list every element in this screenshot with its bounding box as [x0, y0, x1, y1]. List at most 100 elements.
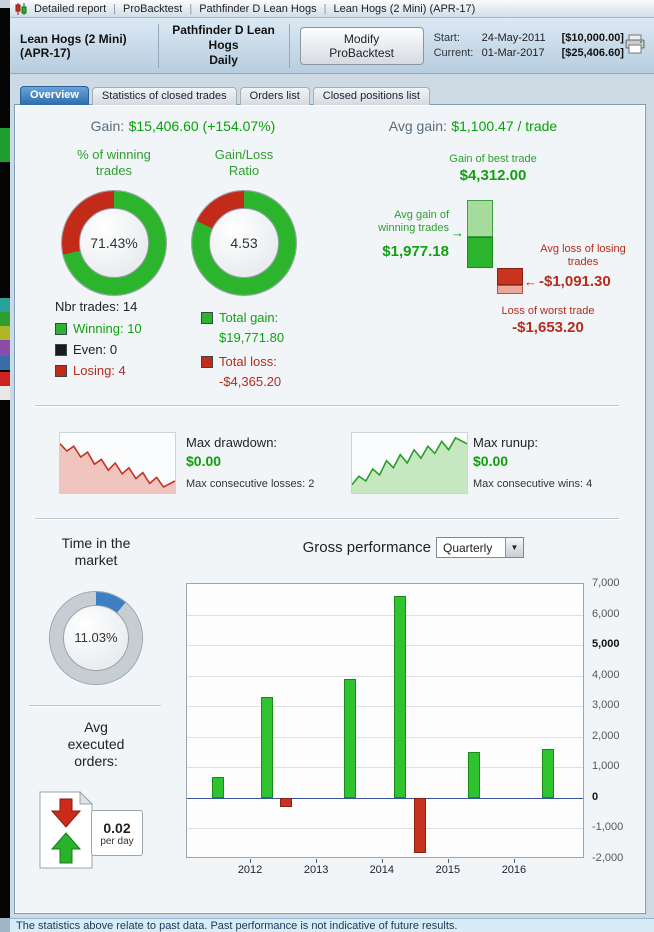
backtest-dates: Start: 24-May-2011 [$10,000.00] Current:…: [434, 32, 624, 59]
avg-executed-orders-title: Avg executed orders:: [67, 719, 125, 769]
y-axis-label: 1,000: [592, 760, 620, 773]
y-axis-labels: 7,000 6,000 5,000 4,000 3,000 2,000 1,000 0 -1,0…: [590, 577, 636, 864]
section-divider: [29, 705, 161, 706]
titlebar-item-instrument: Lean Hogs (2 Mini) (APR-17): [333, 2, 476, 15]
worst-trade-label: Loss of worst trade: [501, 305, 595, 317]
max-runup-value: $0.00: [473, 453, 509, 469]
modify-probacktest-button[interactable]: Modify ProBacktest: [299, 26, 424, 65]
avg-win-value: $1,977.18: [382, 243, 449, 260]
overview-panel: Gain: $15,406.60 (+154.07%) Avg gain: $1…: [14, 104, 646, 914]
legend-losing: Losing: 4: [55, 363, 126, 378]
donut-hole: 71.43%: [78, 207, 150, 279]
chevron-down-icon[interactable]: ▼: [505, 538, 523, 557]
losing-label: Losing: 4: [73, 363, 126, 378]
even-label: Even: 0: [73, 342, 118, 357]
titlebar-item-report: Detailed report: [34, 2, 107, 15]
zero-line: [187, 797, 583, 799]
orders-per-day-value: 0.02: [103, 819, 131, 836]
strategy-name: Pathfinder D Lean Hogs: [172, 23, 275, 52]
losing-swatch: [55, 364, 67, 377]
max-consecutive-losses: Max consecutive losses: 2: [186, 478, 315, 490]
winning-trades-donut: 71.43%: [62, 191, 166, 295]
time-in-market-title: Time in the market: [61, 535, 131, 568]
nbr-trades: Nbr trades: 14: [55, 299, 138, 314]
y-axis-label: 6,000: [592, 607, 620, 620]
winning-trades-percentage: 71.43%: [90, 234, 138, 251]
tab-overview[interactable]: Overview: [20, 86, 89, 105]
x-axis-label: 2012: [237, 864, 263, 876]
status-bar: The statistics above relate to past data…: [10, 918, 654, 932]
donut-hole: 11.03%: [62, 604, 130, 672]
gain-loss-ratio-value: 4.53: [230, 234, 258, 251]
titlebar-item-probacktest: ProBacktest: [123, 2, 183, 15]
x-axis-tick: [447, 859, 449, 863]
tab-closed-positions-list[interactable]: Closed positions list: [312, 87, 430, 105]
total-gain-swatch: [201, 311, 213, 324]
start-amount: [$10,000.00]: [561, 32, 624, 44]
orders-arrows-icon: [39, 790, 94, 874]
background-fragment: [0, 340, 10, 356]
strategy-timeframe: Daily: [209, 53, 238, 67]
performance-bar: [541, 749, 554, 798]
section-divider: [35, 518, 619, 519]
tab-statistics-of-closed-trades[interactable]: Statistics of closed trades: [91, 87, 237, 105]
total-gain-row: Total gain:: [201, 310, 278, 325]
performance-bar: [467, 752, 480, 798]
current-amount: [$25,406.60]: [561, 47, 624, 59]
gridline: [187, 706, 583, 708]
background-fragment: [0, 386, 10, 400]
performance-bar: [212, 776, 225, 798]
avg-gain-value: $1,100.47 / trade: [451, 118, 558, 134]
x-axis-label: 2013: [303, 864, 329, 876]
x-axis: 2012 2013 2014 2015 2016: [186, 859, 584, 877]
background-fragment: [0, 0, 10, 8]
total-loss-swatch: [201, 355, 213, 368]
gain-value: $15,406.60 (+154.07%): [128, 118, 276, 134]
avg-win-label: Avg gain of winning trades: [378, 209, 449, 234]
time-in-market-donut: 11.03%: [50, 592, 142, 684]
gain-label: Gain:: [90, 118, 125, 134]
x-axis-tick: [250, 859, 252, 863]
candlestick-icon: [15, 2, 27, 15]
even-swatch: [55, 343, 67, 356]
x-axis-tick: [316, 859, 318, 863]
x-axis-label: 2015: [435, 864, 461, 876]
gridline: [187, 828, 583, 830]
titlebar-separator: |: [323, 2, 327, 15]
background-fragment: [0, 312, 10, 326]
y-axis-label: 7,000: [592, 577, 620, 589]
x-axis-tick: [513, 859, 515, 863]
tab-bar: Overview Statistics of closed trades Ord…: [20, 86, 430, 105]
drawdown-sparkline: [59, 432, 176, 494]
winning-swatch: [55, 322, 67, 335]
titlebar-item-strategy: Pathfinder D Lean Hogs: [199, 2, 317, 15]
gridline: [187, 645, 583, 647]
background-fragment: [0, 918, 10, 932]
arrow-right-icon: →: [451, 225, 464, 240]
performance-bar: [260, 697, 273, 798]
period-dropdown[interactable]: Quarterly ▼: [436, 537, 524, 558]
tab-orders-list[interactable]: Orders list: [239, 87, 310, 105]
start-date: 24-May-2011: [481, 32, 546, 44]
gain-loss-ratio-donut: 4.53: [192, 191, 296, 295]
gridline: [187, 767, 583, 769]
print-icon[interactable]: [624, 34, 646, 57]
header-divider: [157, 23, 159, 68]
section-divider: [35, 405, 619, 406]
current-label: Current:: [433, 47, 474, 59]
legend-even: Even: 0: [55, 342, 117, 357]
x-axis-tick: [381, 859, 383, 863]
winning-trades-title: % of winning trades: [77, 147, 151, 178]
max-drawdown-value: $0.00: [186, 453, 222, 469]
status-text: The statistics above relate to past data…: [16, 919, 458, 932]
arrow-left-icon: ←: [524, 274, 537, 289]
best-trade-label: Gain of best trade: [449, 153, 537, 165]
strategy-block: Pathfinder D Lean Hogs Daily: [158, 23, 288, 68]
window-titlebar: Detailed report | ProBacktest | Pathfind…: [10, 0, 654, 18]
max-drawdown-label: Max drawdown:: [186, 435, 278, 450]
performance-bar: [280, 797, 293, 808]
background-fragment: [0, 326, 10, 340]
x-axis-label: 2014: [369, 864, 395, 876]
total-loss-label: Total loss:: [219, 354, 277, 369]
